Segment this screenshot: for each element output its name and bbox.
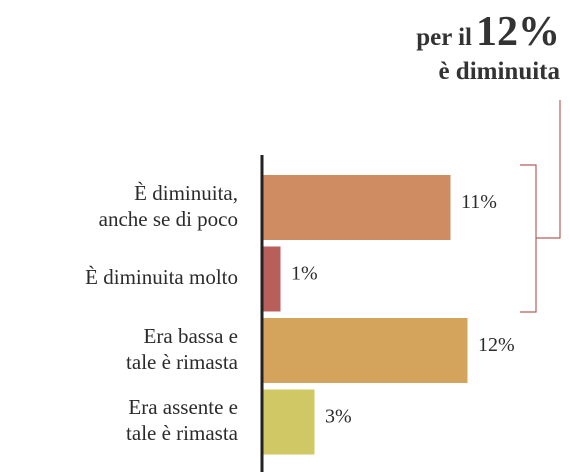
annotation-prefix: per il	[416, 24, 472, 51]
bar	[263, 175, 451, 240]
bar	[263, 389, 315, 455]
annotation-value: 12%	[476, 9, 560, 55]
bracket-stem	[536, 100, 561, 239]
value-label: 11%	[461, 191, 497, 213]
category-label: È diminuita molto	[85, 265, 238, 289]
category-label: Era assente e tale è rimasta	[126, 395, 238, 445]
annotation-top: per il 12%	[416, 8, 560, 56]
category-label: È diminuita, anche se di poco	[98, 180, 238, 231]
bar	[263, 318, 468, 383]
bar	[263, 246, 281, 312]
category-label: Era bassa e tale è rimasta	[126, 323, 238, 374]
bracket	[520, 164, 537, 313]
annotation-suffix: è diminuita	[438, 58, 560, 85]
value-label: 1%	[291, 263, 318, 285]
value-label: 12%	[478, 334, 515, 356]
value-label: 3%	[325, 406, 352, 428]
